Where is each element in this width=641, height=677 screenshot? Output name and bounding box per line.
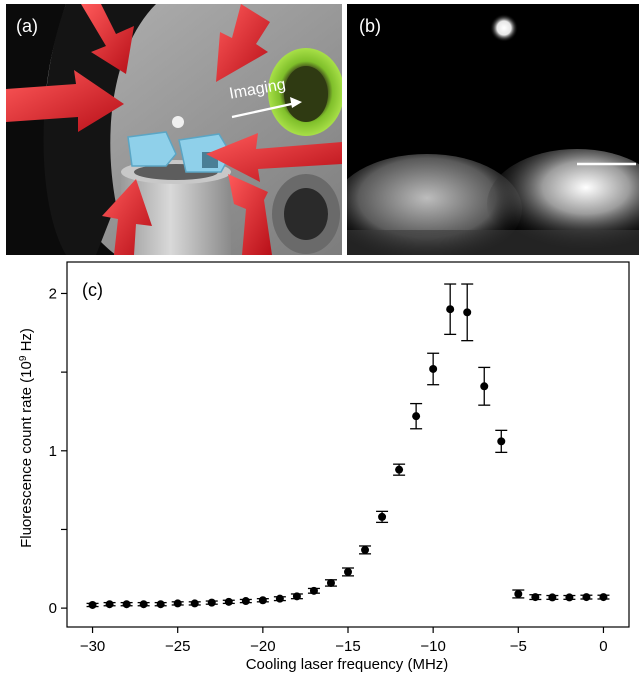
data-point [344, 567, 352, 576]
x-tick-label: −30 [80, 638, 105, 655]
data-point [156, 600, 165, 609]
data-point [292, 592, 301, 601]
y-tick-label: 1 [49, 443, 57, 460]
y-axis-label: Fluorescence count rate (109 Hz) [18, 328, 36, 548]
scattered-light-left [347, 154, 522, 255]
data-point [88, 600, 97, 609]
x-tick-label: −10 [420, 638, 445, 655]
data-point [326, 578, 335, 587]
data-point [412, 412, 421, 421]
data-point [531, 593, 540, 602]
data-point [105, 600, 114, 609]
y-tick-label: 0 [49, 600, 57, 617]
blue-cube-left [127, 131, 177, 167]
data-point [480, 382, 489, 391]
x-tick-label: −5 [510, 638, 527, 655]
y-axis-label-sup: 9 [18, 355, 29, 361]
data-point [463, 308, 472, 317]
x-tick-label: −15 [335, 638, 360, 655]
panel-c-label: (c) [82, 280, 103, 300]
data-point [514, 589, 523, 598]
data-point [395, 465, 404, 474]
panel-b-label: (b) [359, 16, 381, 36]
y-axis-label-tail: Hz) [18, 328, 35, 356]
data-point [258, 596, 267, 605]
data-point [207, 598, 216, 607]
dark-mount-left [6, 4, 116, 255]
x-tick-label: −25 [165, 638, 190, 655]
atom-cloud-spot [490, 14, 518, 42]
data-point [173, 599, 182, 608]
data-point [139, 600, 148, 609]
panel-a-label: (a) [16, 16, 38, 36]
data-point [565, 593, 574, 602]
data-point [309, 586, 318, 595]
data-point [548, 593, 557, 602]
panel-b-fluorescence-image: (b) [347, 4, 639, 255]
scattered-light-right [487, 149, 639, 255]
data-point [224, 597, 233, 606]
x-tick-label: 0 [599, 638, 607, 655]
data-point [122, 600, 131, 609]
data-point [497, 437, 506, 446]
atom-cloud [172, 116, 184, 128]
data-point [599, 593, 608, 602]
data-point [378, 512, 387, 521]
data-point [446, 305, 455, 314]
x-axis-label: Cooling laser frequency (MHz) [246, 656, 449, 673]
data-point [190, 599, 199, 608]
laser-beam-arrows [6, 4, 342, 255]
data-point [361, 545, 370, 554]
x-tick-label: −20 [250, 638, 275, 655]
y-tick-label: 2 [49, 285, 57, 302]
data-point [275, 594, 284, 603]
data-point [429, 364, 438, 373]
y-axis-label-main: Fluorescence count rate (10 [18, 361, 35, 548]
data-point [241, 597, 250, 606]
data-point [582, 593, 591, 602]
trap-setup-illustration [6, 4, 342, 255]
panel-a-rendering: (a) Imaging [6, 4, 342, 255]
fluorescence-image [347, 4, 639, 255]
